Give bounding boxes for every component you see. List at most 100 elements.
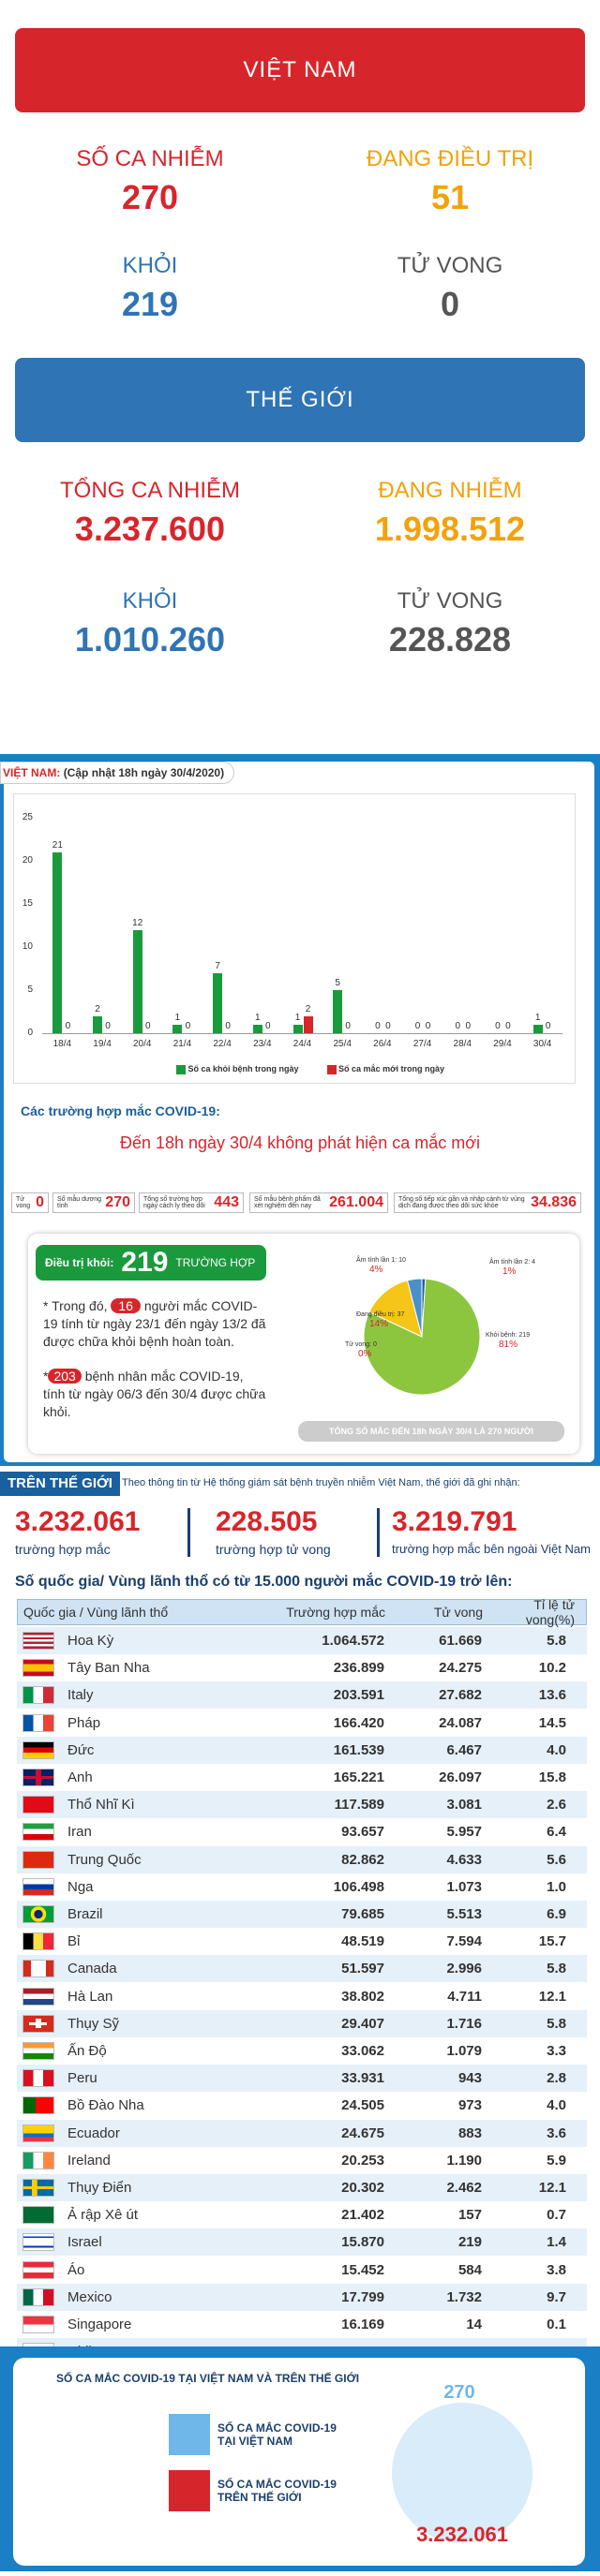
bar-recovered	[93, 1015, 103, 1033]
flag-icon	[22, 1713, 54, 1732]
flag-icon	[22, 1905, 54, 1923]
vn-treating-value: 51	[430, 178, 470, 216]
y-tick-label: 20	[22, 855, 33, 866]
deaths-cell: 5.957	[446, 1824, 482, 1841]
stat-box: Tổng số tiếp xúc gần và nhập cảnh từ vùn…	[394, 1192, 581, 1213]
deaths-cell: 61.669	[439, 1633, 482, 1649]
rate-cell: 9.7	[547, 2288, 566, 2305]
deaths-cell: 5.513	[446, 1906, 482, 1922]
table-row: Peru 33.931 943 2.8	[17, 2065, 587, 2093]
y-tick-label: 0	[27, 1028, 33, 1038]
flag-icon	[22, 1960, 54, 1978]
bar-recovered	[292, 1024, 303, 1033]
flag-icon	[22, 2233, 54, 2252]
rate-cell: 10.2	[538, 1660, 566, 1677]
world-cases-value: 3.232.061	[15, 1506, 141, 1537]
flag-icon	[22, 2014, 54, 2033]
cases-cell: 15.452	[341, 2261, 384, 2278]
cases-cell: 21.402	[341, 2207, 384, 2224]
y-tick-label: 25	[22, 812, 33, 822]
compare-world-value: 3.232.061	[416, 2523, 508, 2546]
flag-icon	[22, 1932, 54, 1951]
vietnam-banner[interactable]: VIỆT NAM	[15, 28, 585, 112]
x-tick-label: 20/4	[132, 1039, 152, 1049]
compare-vn-label: SỐ CA MẮC COVID-19 TẠI VIỆT NAM	[218, 2421, 337, 2448]
world-outside-vn-value: 3.219.791	[392, 1506, 518, 1537]
country-name: Thụy Điển	[68, 2180, 132, 2196]
bar-recovered-label: 7	[215, 960, 220, 971]
legend-red-swatch	[326, 1064, 337, 1074]
deaths-cell: 157	[458, 2207, 482, 2224]
table-row: Tây Ban Nha 236.899 24.275 10.2	[17, 1654, 587, 1682]
deaths-cell: 584	[458, 2261, 482, 2278]
flag-icon	[22, 1823, 54, 1842]
table-row: Áo 15.452 584 3.8	[17, 2256, 587, 2284]
rate-cell: 5.8	[547, 2015, 566, 2032]
pie-slice	[368, 1280, 423, 1338]
bar-chart: 0 5 10 15 20 25 21 0 18/4 2 0 19/4 12 0 20/4 1 0 21/4 7 0 22…	[13, 793, 576, 1084]
table-row: Canada 51.597 2.996 5.8	[17, 1955, 587, 1983]
compare-vn-swatch	[169, 2414, 210, 2455]
cases-cell: 166.420	[333, 1714, 384, 1731]
deaths-cell: 2.462	[446, 2180, 482, 2196]
world-header: TRÊN THẾ GIỚI	[0, 1472, 120, 1496]
world-deaths-label: trường hợp tử vong	[216, 1542, 331, 1557]
country-name: Ấn Độ	[68, 2043, 107, 2059]
cases-cell: 24.675	[341, 2124, 384, 2141]
world-outside-vn-label: trường hợp mắc bên ngoài Việt Nam	[392, 1542, 591, 1556]
world-banner[interactable]: THẾ GIỚI	[15, 358, 585, 442]
rate-cell: 6.4	[547, 1824, 566, 1841]
x-tick-label: 29/4	[493, 1039, 512, 1049]
pie-label: Âm tính lần 2: 4	[489, 1257, 535, 1266]
pie-label: Đang điều trị: 37	[356, 1310, 404, 1318]
bar-recovered	[333, 990, 343, 1033]
stat-box: Tử vong 0	[11, 1192, 49, 1213]
rate-cell: 2.8	[547, 2070, 566, 2087]
flag-icon	[22, 1877, 54, 1896]
x-axis	[42, 1033, 562, 1034]
vn-infected-label: SỐ CA NHIỄM	[76, 146, 224, 171]
world-big-stats: 3.232.061 trường hợp mắc 228.505 trường …	[0, 1506, 600, 1562]
infographic: VIỆT NAM: (Cập nhật 18h ngày 30/4/2020) …	[0, 754, 600, 2571]
compare-vn-value: 270	[443, 2382, 475, 2403]
pie-total-label: TỔNG SỐ MẮC ĐẾN 18h NGÀY 30/4 LÀ 270 NGƯ…	[298, 1421, 564, 1442]
table-row: Italy 203.591 27.682 13.6	[17, 1681, 587, 1710]
cases-cell: 106.498	[333, 1878, 384, 1895]
deaths-cell: 7.594	[446, 1933, 482, 1950]
table-row: Anh 165.221 26.097 15.8	[17, 1764, 587, 1791]
compare-world-label: SỐ CA MẮC COVID-19 TRÊN THẾ GIỚI	[218, 2478, 337, 2504]
bar-new-cases-label: 0	[385, 1021, 391, 1031]
rate-cell: 0.7	[547, 2207, 566, 2224]
country-name: Peru	[68, 2070, 98, 2087]
country-name: Bỉ	[68, 1933, 81, 1950]
compare-world-swatch	[169, 2470, 210, 2511]
table-row: Ireland 20.253 1.190 5.9	[17, 2146, 587, 2174]
deaths-cell: 1.073	[446, 1878, 482, 1895]
flag-icon	[22, 2069, 54, 2088]
deaths-cell: 2.996	[446, 1961, 482, 1977]
bar-new-cases-label: 0	[185, 1021, 191, 1031]
rate-cell: 12.1	[538, 1988, 566, 2005]
country-name: Israel	[68, 2234, 102, 2251]
table-row: Hoa Kỳ 1.064.572 61.669 5.8	[17, 1627, 587, 1654]
bar-new-cases-label: 2	[305, 1003, 311, 1014]
x-tick-label: 30/4	[532, 1039, 552, 1049]
deaths-cell: 6.467	[446, 1741, 482, 1758]
country-name: Brazil	[68, 1906, 103, 1922]
rate-cell: 5.8	[547, 1961, 566, 1977]
pie-slice	[406, 1278, 423, 1338]
cases-cell: 51.597	[341, 1961, 384, 1977]
bar-new-cases-label: 0	[465, 1021, 472, 1031]
table-row: Mexico 17.799 1.732 9.7	[17, 2283, 587, 2311]
deaths-cell: 24.087	[439, 1714, 482, 1731]
rate-cell: 12.1	[538, 2180, 566, 2196]
bar-new-cases	[303, 1015, 313, 1033]
table-row: Thụy Sỹ 29.407 1.716 5.8	[17, 2009, 587, 2037]
world-total-value: 3.237.600	[74, 510, 226, 548]
cases-cell: 24.505	[341, 2097, 384, 2114]
cases-cell: 15.870	[341, 2234, 384, 2251]
pie-pct: 0%	[358, 1349, 372, 1359]
vn-recovered-value: 219	[121, 285, 179, 323]
bar-recovered-label: 1	[534, 1012, 541, 1023]
summary-panel: VIỆT NAM SỐ CA NHIỄM 270 ĐANG ĐIỀU TRỊ 51 …	[0, 0, 600, 754]
